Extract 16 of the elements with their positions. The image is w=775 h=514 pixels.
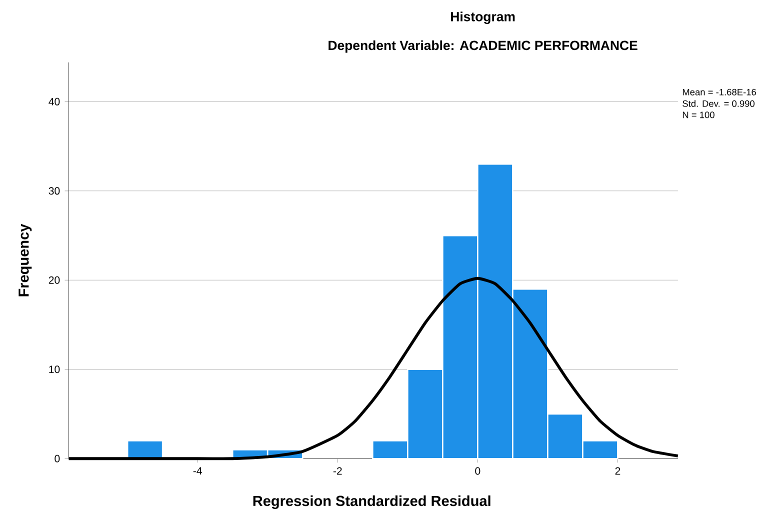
chart-title: Histogram xyxy=(451,12,515,24)
y-tick-label: 0 xyxy=(54,454,60,462)
y-tick-label: 20 xyxy=(48,276,60,284)
y-tick-label: 30 xyxy=(48,187,60,195)
text: N = 100 xyxy=(682,112,714,118)
y-tick-label: 40 xyxy=(48,98,60,106)
y-tick-label: 10 xyxy=(49,366,60,374)
x-tick-label: 0 xyxy=(475,467,480,475)
chart-subtitle: Dependent Variable: ACADEMIC PERFORMANCE xyxy=(328,40,638,53)
x-tick-label: -4 xyxy=(193,467,202,474)
y-axis-title: Frequency xyxy=(18,224,32,296)
x-tick-label: -2 xyxy=(333,467,342,475)
x-tick-label: 2 xyxy=(615,467,620,475)
text: Std. Dev. = 0.990 xyxy=(682,100,755,107)
x-axis-title: Regression Standardized Residual xyxy=(253,495,490,509)
text: Mean = -1.68E-16 xyxy=(682,88,756,96)
